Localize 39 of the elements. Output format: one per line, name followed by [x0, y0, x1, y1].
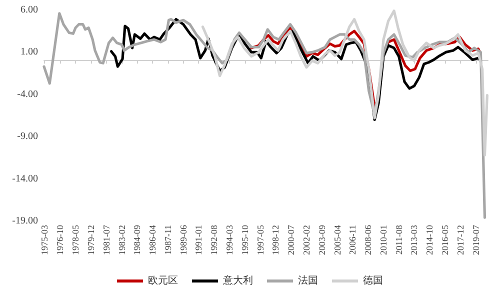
y-tick-label: -9.00 [17, 131, 38, 142]
x-tick-label: 1997-05 [255, 224, 266, 255]
x-tick-label: 1994-03 [224, 224, 234, 255]
x-tick-label: 1998-12 [270, 225, 281, 255]
x-tick-label: 1979-12 [86, 225, 96, 255]
y-tick-label: 6.00 [20, 4, 38, 16]
y-tick-label: -19.00 [12, 216, 38, 226]
x-tick-label: 2014-10 [424, 224, 435, 255]
legend-label: 意大利 [222, 274, 253, 286]
x-tick-label: 1984-09 [132, 224, 142, 255]
x-tick-label: 2008-06 [363, 224, 374, 255]
x-tick-label: 2019-07 [470, 224, 481, 255]
x-tick-label: 2000-07 [286, 224, 296, 255]
legend-label: 欧元区 [148, 276, 178, 286]
x-tick-label: 1995-10 [240, 224, 250, 255]
x-tick-label: 1989-06 [178, 224, 188, 255]
x-tick-label: 2017-12 [455, 225, 466, 255]
x-tick-label: 2010-01 [378, 225, 388, 255]
x-tick-label: 1991-01 [194, 225, 204, 255]
x-tick-label: 1992-08 [209, 224, 220, 255]
x-tick-label: 2013-03 [409, 224, 420, 255]
x-tick-label: 2011-08 [394, 224, 404, 255]
x-tick-label: 2002-02 [302, 225, 312, 255]
y-tick-label: -4.00 [17, 88, 38, 100]
x-tick-label: 1983-02 [116, 225, 127, 255]
x-tick-label: 1975-03 [40, 224, 50, 255]
y-tick-label: -14.00 [12, 173, 38, 184]
x-tick-label: 2005-04 [332, 224, 342, 255]
legend-label: 德国 [363, 276, 383, 286]
x-tick-label: 1987-11 [162, 225, 173, 255]
x-tick-label: 1976-10 [55, 224, 66, 255]
legend-label: 法国 [298, 274, 318, 286]
x-tick-label: 2006-11 [348, 225, 358, 255]
x-tick-label: 2003-09 [316, 224, 327, 255]
y-tick-label: 1.00 [20, 46, 38, 58]
x-tick-label: 1978-05 [70, 224, 81, 255]
x-tick-label: 1986-04 [148, 224, 158, 255]
x-tick-label: 2016-05 [440, 224, 450, 255]
x-tick-label: 1981-07 [101, 224, 112, 255]
